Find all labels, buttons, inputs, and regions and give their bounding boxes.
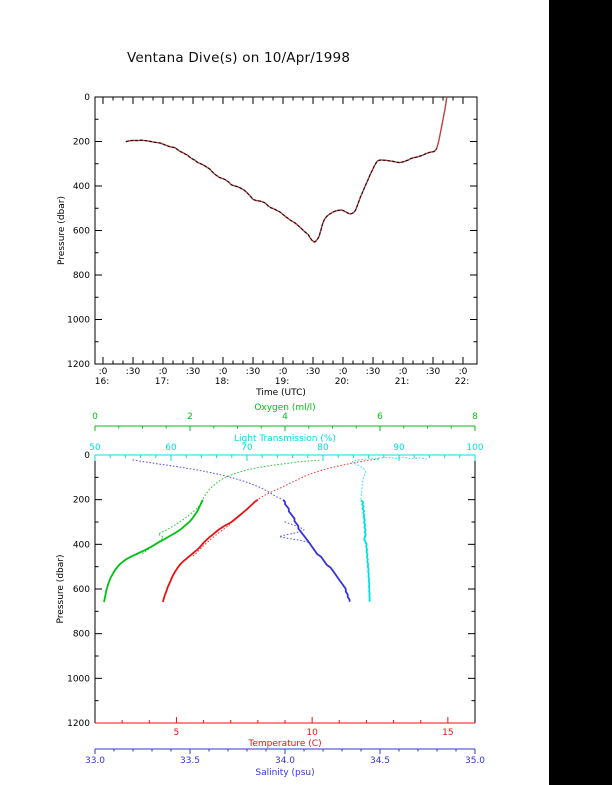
oxygen-downcast-trace	[103, 499, 204, 603]
salinity-tick-label: 34.0	[275, 756, 295, 766]
salinity-tick-label: 33.5	[180, 756, 200, 766]
salinity-upper-dotted-trace	[132, 459, 282, 500]
pressure-tick-label: 0	[84, 93, 90, 103]
figure-title: Ventana Dive(s) on 10/Apr/1998	[127, 50, 351, 66]
time-hour-label: 22:	[455, 377, 469, 387]
pressure-tick-label: 1200	[67, 360, 90, 370]
pressure-tick-label: 600	[73, 227, 90, 237]
salinity-tick-label: 33.0	[85, 756, 105, 766]
pressure-tick-label: 400	[73, 540, 90, 550]
light-tick-label: 50	[89, 443, 101, 453]
salinity-axis-title: Salinity (psu)	[255, 768, 314, 778]
time-hour-label: 19:	[275, 377, 289, 387]
pressure-tick-label: 1200	[67, 719, 90, 729]
light-tick-label: 90	[393, 443, 405, 453]
light-upper-dotted-trace	[352, 456, 427, 500]
time-minute-label: :30	[426, 367, 441, 377]
pressure-tick-label: 200	[73, 138, 90, 148]
dive-profile-smooth-line	[125, 139, 438, 243]
oxygen-tick-label: 2	[187, 412, 193, 422]
oxygen-upcast-dotted-trace	[141, 505, 201, 554]
right-black-strip	[549, 0, 612, 785]
pressure-tick-label: 800	[73, 271, 90, 281]
temperature-axis-title: Temperature (C)	[247, 739, 321, 749]
oxygen-tick-label: 0	[92, 412, 98, 422]
oxygen-upper-dotted-trace	[202, 459, 323, 499]
oxygen-tick-label: 4	[282, 412, 288, 422]
pressure-tick-label: 600	[73, 585, 90, 595]
light-tick-label: 70	[241, 443, 253, 453]
temperature-downcast-trace	[162, 498, 259, 603]
time-minute-label: :0	[219, 367, 228, 377]
light-downcast-trace	[360, 499, 371, 603]
salinity-upcast-dotted-trace	[278, 521, 311, 544]
temperature-upcast-dotted-trace	[192, 524, 231, 557]
time-minute-label: :30	[366, 367, 381, 377]
time-minute-label: :0	[399, 367, 408, 377]
time-plot-frame	[94, 96, 478, 365]
light-tick-label: 60	[165, 443, 177, 453]
temperature-tick-label: 15	[442, 728, 453, 738]
pressure-tick-label: 1000	[67, 674, 90, 684]
pressure-tick-label: 800	[73, 630, 90, 640]
pressure-tick-label: 1000	[67, 316, 90, 326]
dive-profile-raw-line	[125, 97, 448, 243]
temperature-tick-label: 10	[306, 728, 318, 738]
oxygen-tick-label: 8	[472, 412, 478, 422]
time-minute-label: :30	[126, 367, 141, 377]
time-minute-label: :30	[246, 367, 261, 377]
light-axis-title: Light Transmission (%)	[234, 434, 336, 444]
pressure-tick-label: 200	[73, 496, 90, 506]
time-minute-label: :0	[279, 367, 288, 377]
time-hour-label: 16:	[95, 377, 109, 387]
light-tick-label: 100	[466, 443, 483, 453]
time-axis-title: Time (UTC)	[255, 388, 306, 398]
time-minute-label: :30	[186, 367, 201, 377]
time-minute-label: :0	[99, 367, 108, 377]
salinity-downcast-trace	[282, 499, 351, 602]
time-hour-label: 20:	[335, 377, 349, 387]
time-minute-label: :0	[459, 367, 468, 377]
pressure-tick-label: 0	[84, 451, 90, 461]
temperature-tick-label: 5	[174, 728, 180, 738]
time-hour-label: 17:	[155, 377, 169, 387]
time-hour-label: 18:	[215, 377, 229, 387]
time-minute-label: :0	[159, 367, 168, 377]
oxygen-axis-title: Oxygen (ml/l)	[254, 403, 315, 413]
temperature-upper-dotted-trace	[258, 458, 380, 500]
pressure-axis-title: Pressure (dbar)	[57, 196, 67, 265]
salinity-tick-label: 35.0	[465, 756, 485, 766]
time-minute-label: :0	[339, 367, 348, 377]
pressure-tick-label: 400	[73, 182, 90, 192]
time-hour-label: 21:	[395, 377, 409, 387]
time-minute-label: :30	[306, 367, 321, 377]
light-tick-label: 80	[317, 443, 329, 453]
oxygen-tick-label: 6	[377, 412, 383, 422]
pressure-axis-title: Pressure (dbar)	[56, 555, 66, 624]
salinity-tick-label: 34.5	[370, 756, 390, 766]
